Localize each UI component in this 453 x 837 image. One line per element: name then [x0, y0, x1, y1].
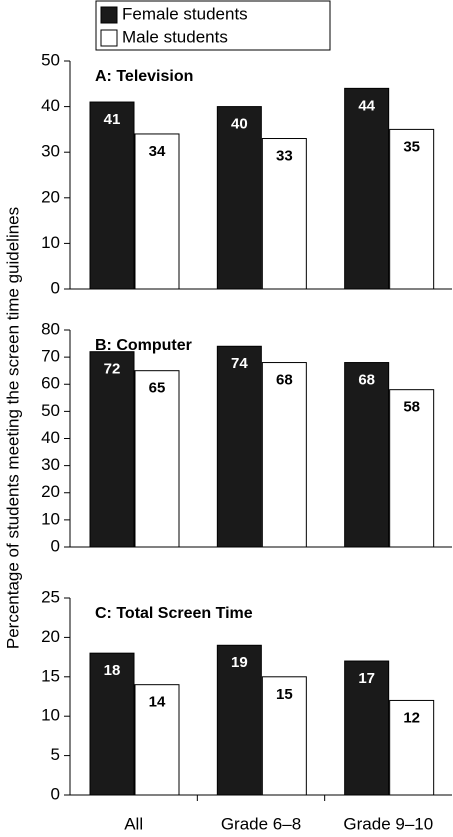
- bar: [344, 362, 390, 548]
- bar: [89, 652, 135, 796]
- bar: [261, 362, 307, 548]
- y-axis-label: Percentage of students meeting the scree…: [3, 207, 22, 649]
- bar: [216, 644, 262, 796]
- y-tick-label: 10: [41, 706, 60, 725]
- y-tick-label: 30: [41, 142, 60, 161]
- value-label: 33: [276, 147, 293, 164]
- value-label: 41: [104, 111, 121, 128]
- y-tick-label: 60: [41, 374, 60, 393]
- y-tick-label: 20: [41, 187, 60, 206]
- bar: [134, 133, 180, 290]
- y-tick-label: 25: [41, 587, 60, 606]
- y-tick-label: 50: [41, 401, 60, 420]
- y-tick-label: 30: [41, 455, 60, 474]
- x-tick-label: Grade 9–10: [343, 814, 433, 833]
- y-tick-label: 40: [41, 428, 60, 447]
- bar: [344, 87, 390, 290]
- value-label: 44: [358, 97, 375, 114]
- value-label: 14: [149, 694, 166, 711]
- value-label: 35: [403, 138, 420, 155]
- legend-label: Male students: [122, 27, 228, 46]
- panel-title: A: Television: [95, 68, 193, 85]
- legend-box: [95, 0, 331, 51]
- bar: [389, 128, 435, 290]
- x-tick-label: All: [124, 814, 143, 833]
- value-label: 72: [104, 361, 121, 378]
- value-label: 17: [358, 670, 375, 687]
- bar: [216, 345, 262, 548]
- y-tick-label: 70: [41, 347, 60, 366]
- value-label: 18: [104, 662, 121, 679]
- value-label: 12: [403, 709, 420, 726]
- value-label: 74: [231, 355, 248, 372]
- y-tick-label: 0: [51, 784, 60, 803]
- y-tick-label: 40: [41, 96, 60, 115]
- value-label: 68: [358, 372, 375, 389]
- y-tick-label: 15: [41, 666, 60, 685]
- y-tick-label: 10: [41, 233, 60, 252]
- value-label: 65: [149, 380, 166, 397]
- bar: [344, 660, 390, 796]
- y-tick-label: 5: [51, 745, 60, 764]
- y-tick-label: 10: [41, 509, 60, 528]
- bar: [389, 699, 435, 796]
- bar: [216, 106, 262, 290]
- x-tick-label: Grade 6–8: [221, 814, 301, 833]
- value-label: 19: [231, 654, 248, 671]
- value-label: 15: [276, 686, 293, 703]
- value-label: 40: [231, 116, 248, 133]
- bar: [261, 676, 307, 796]
- bar: [261, 138, 307, 290]
- bar: [389, 389, 435, 548]
- y-tick-label: 0: [51, 278, 60, 297]
- value-label: 68: [276, 372, 293, 389]
- bar: [89, 351, 135, 548]
- panel-title: B: Computer: [95, 337, 192, 354]
- legend-label: Female students: [122, 4, 248, 23]
- y-tick-label: 50: [41, 50, 60, 69]
- bar: [134, 684, 180, 796]
- y-tick-label: 20: [41, 482, 60, 501]
- bar: [134, 370, 180, 548]
- y-tick-label: 20: [41, 627, 60, 646]
- y-tick-label: 0: [51, 536, 60, 555]
- legend-swatch: [100, 6, 118, 24]
- value-label: 58: [403, 399, 420, 416]
- panel-title: C: Total Screen Time: [95, 605, 253, 622]
- legend-swatch: [100, 29, 118, 47]
- y-tick-label: 80: [41, 319, 60, 338]
- bar: [89, 101, 135, 290]
- value-label: 34: [149, 143, 166, 160]
